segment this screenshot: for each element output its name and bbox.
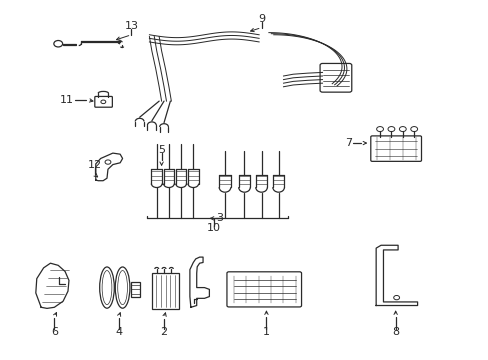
Ellipse shape — [115, 267, 130, 308]
FancyBboxPatch shape — [320, 63, 351, 92]
Circle shape — [54, 41, 62, 47]
Text: 6: 6 — [51, 327, 58, 337]
Text: 11: 11 — [60, 95, 74, 105]
Text: 5: 5 — [158, 145, 165, 155]
Circle shape — [393, 296, 399, 300]
Text: 13: 13 — [124, 21, 138, 31]
FancyBboxPatch shape — [370, 136, 421, 161]
FancyBboxPatch shape — [95, 96, 112, 107]
Circle shape — [410, 127, 417, 132]
Circle shape — [105, 160, 111, 164]
Circle shape — [376, 127, 383, 132]
FancyBboxPatch shape — [152, 273, 178, 309]
Text: 4: 4 — [115, 327, 122, 337]
Text: 3: 3 — [216, 213, 223, 223]
Text: 1: 1 — [263, 327, 269, 337]
Text: 7: 7 — [344, 138, 351, 148]
Ellipse shape — [118, 271, 127, 305]
Ellipse shape — [102, 271, 112, 305]
FancyBboxPatch shape — [131, 282, 140, 297]
Text: 9: 9 — [258, 14, 264, 24]
Text: 2: 2 — [160, 327, 167, 337]
Circle shape — [101, 100, 105, 104]
Ellipse shape — [100, 267, 114, 308]
Circle shape — [387, 127, 394, 132]
Text: 8: 8 — [391, 327, 398, 337]
Text: 12: 12 — [87, 159, 102, 170]
Text: 10: 10 — [206, 224, 220, 233]
FancyBboxPatch shape — [226, 272, 301, 307]
Circle shape — [399, 127, 406, 132]
